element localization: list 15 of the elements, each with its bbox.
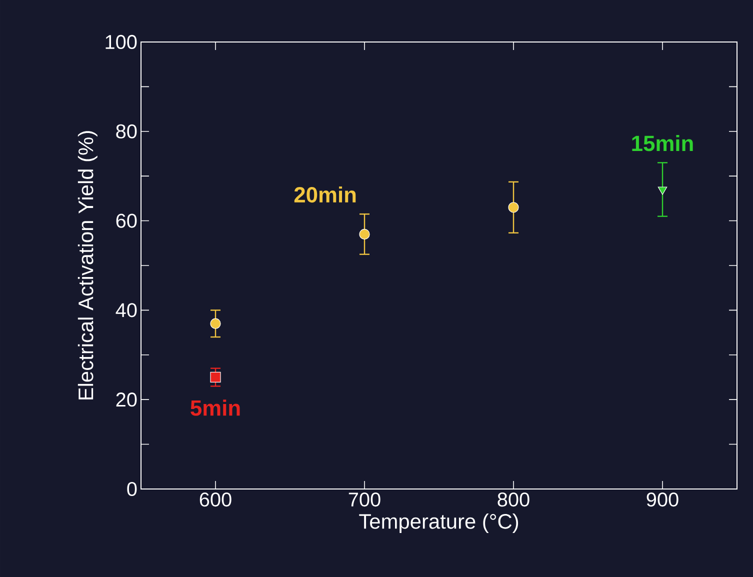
y-tick-label: 80 <box>116 124 137 138</box>
y-axis-title: Electrical Activation Yield (%) <box>78 131 98 400</box>
series-label: 5min <box>190 400 240 416</box>
y-tick-label: 20 <box>116 392 137 407</box>
x-axis-title: Temperature (°C) <box>359 513 518 533</box>
series-label: 20min <box>294 186 356 203</box>
x-tick-label: 700 <box>348 492 380 507</box>
y-tick-label: 60 <box>116 214 137 228</box>
y-tick-label: 0 <box>127 482 137 496</box>
x-tick-label: 600 <box>200 492 232 507</box>
y-tick-label: 100 <box>106 34 137 50</box>
y-tick-label: 40 <box>116 303 137 318</box>
x-tick-label: 800 <box>498 492 530 507</box>
x-tick-label: 900 <box>646 492 678 507</box>
legend-label: 15min <box>632 135 693 152</box>
